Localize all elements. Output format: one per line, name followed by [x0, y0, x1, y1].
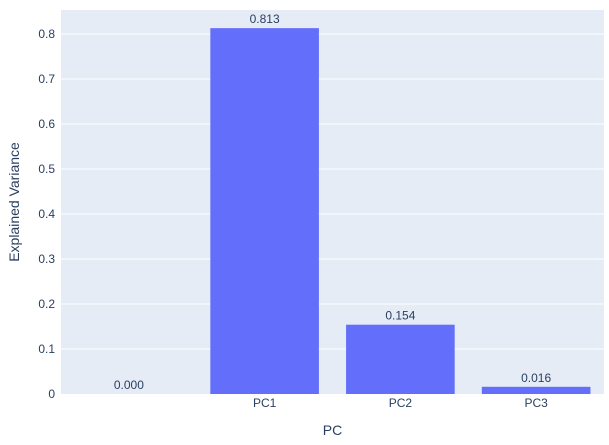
bar-value-label: 0.813 — [250, 12, 280, 26]
y-tick-label: 0 — [48, 387, 55, 401]
y-tick-label: 0.6 — [38, 117, 55, 131]
y-tick-label: 0.5 — [38, 162, 55, 176]
bar — [210, 28, 319, 395]
y-tick-label: 0.8 — [38, 27, 55, 41]
x-axis-title: PC — [323, 422, 342, 438]
x-axis-ticks: PC1 PC2 PC3 — [253, 396, 548, 410]
y-tick-label: 0.7 — [38, 72, 55, 86]
bar-value-label: 0.154 — [385, 309, 415, 323]
y-tick-label: 0.2 — [38, 297, 55, 311]
bar — [481, 386, 591, 394]
bar-value-label: 0.000 — [114, 378, 144, 392]
x-tick-label: PC1 — [253, 396, 277, 410]
bar-value-label: 0.016 — [521, 371, 551, 385]
plot-background — [61, 10, 604, 394]
y-tick-label: 0.4 — [38, 207, 55, 221]
y-tick-label: 0.1 — [38, 342, 55, 356]
grid-lines — [61, 33, 604, 350]
y-tick-label: 0.3 — [38, 252, 55, 266]
y-axis-ticks: 0 0.1 0.2 0.3 0.4 0.5 0.6 0.7 0.8 — [38, 27, 55, 401]
y-axis-title: Explained Variance — [6, 142, 22, 262]
x-tick-label: PC2 — [389, 396, 413, 410]
data-labels: 0.000 0.813 0.154 0.016 — [114, 12, 552, 392]
x-tick-label: PC3 — [524, 396, 548, 410]
bar — [346, 324, 455, 394]
bars — [210, 28, 591, 395]
